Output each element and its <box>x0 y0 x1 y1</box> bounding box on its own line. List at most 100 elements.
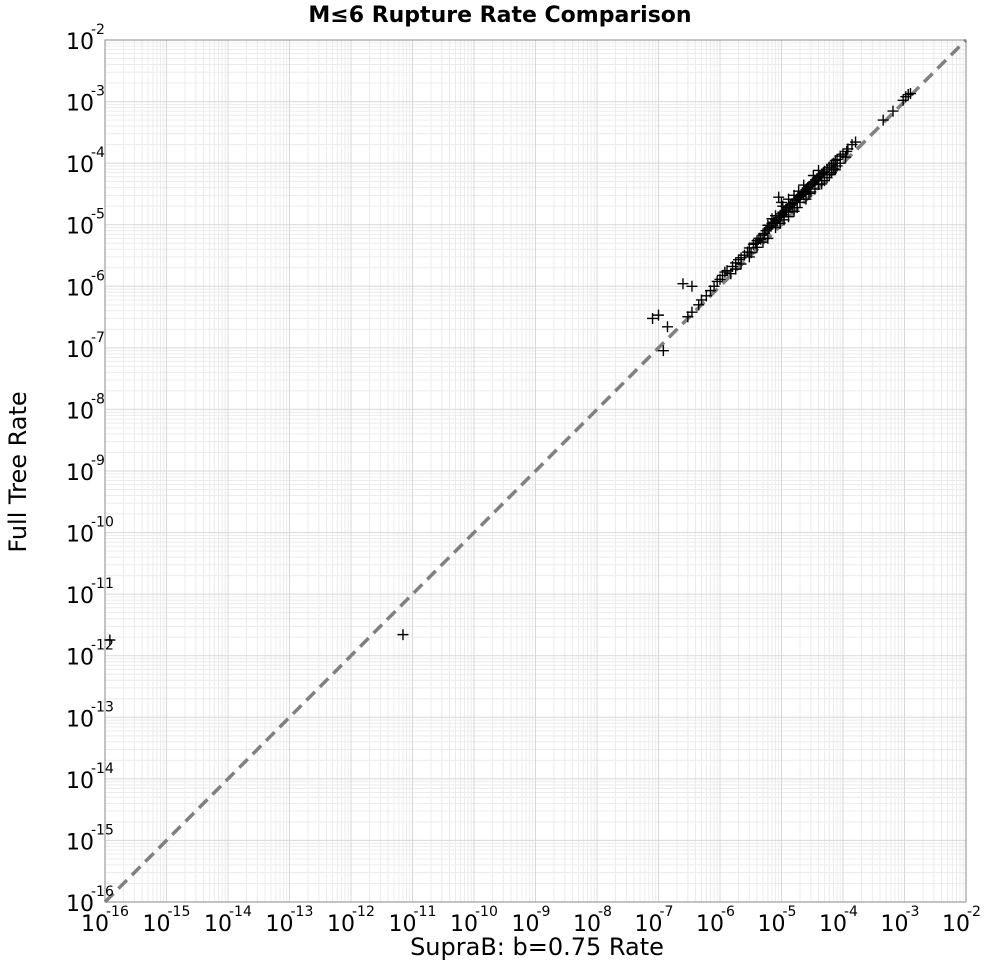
x-tick-label: 10 <box>696 912 724 937</box>
data-point <box>887 105 899 117</box>
x-tick-label: 10 <box>389 912 417 937</box>
data-point <box>793 185 805 197</box>
x-tick-label: 10 <box>266 912 294 937</box>
data-point <box>757 236 769 248</box>
y-tick-exponent: -9 <box>91 453 105 469</box>
data-point <box>762 219 774 231</box>
data-point <box>773 191 785 203</box>
x-tick-label: 10 <box>881 912 909 937</box>
data-point <box>647 312 659 324</box>
y-tick-exponent: -8 <box>91 391 105 407</box>
x-tick-exponent: -16 <box>106 904 129 920</box>
y-tick-exponent: -16 <box>91 884 114 900</box>
data-point <box>788 205 800 217</box>
data-point <box>780 206 792 218</box>
data-point <box>834 157 846 169</box>
x-tick-label: 10 <box>512 912 540 937</box>
data-point <box>693 299 705 311</box>
data-point <box>657 345 669 357</box>
data-point <box>735 258 747 270</box>
x-tick-exponent: -3 <box>906 904 920 920</box>
x-tick-label: 10 <box>573 912 601 937</box>
x-tick-exponent: -4 <box>844 904 858 920</box>
data-point <box>816 178 828 190</box>
y-tick-label: 10 <box>66 338 94 363</box>
data-point <box>840 151 852 163</box>
data-point <box>783 193 795 205</box>
y-tick-exponent: -2 <box>91 22 105 38</box>
data-point <box>877 114 889 126</box>
y-tick-label: 10 <box>66 92 94 117</box>
data-point <box>800 193 812 205</box>
x-tick-exponent: -15 <box>168 904 191 920</box>
x-tick-label: 10 <box>819 912 847 937</box>
data-point <box>829 164 841 176</box>
data-point <box>730 263 742 275</box>
x-tick-exponent: -6 <box>721 904 735 920</box>
x-tick-exponent: -14 <box>229 904 252 920</box>
x-tick-exponent: -12 <box>352 904 375 920</box>
y-tick-label: 10 <box>66 399 94 424</box>
data-point <box>778 214 790 226</box>
x-tick-exponent: -7 <box>660 904 674 920</box>
x-tick-exponent: -10 <box>475 904 498 920</box>
data-point <box>751 241 763 253</box>
y-tick-exponent: -12 <box>91 638 114 654</box>
data-point <box>803 188 815 200</box>
y-tick-exponent: -13 <box>91 699 114 715</box>
y-tick-label: 10 <box>66 153 94 178</box>
y-tick-exponent: -11 <box>91 576 114 592</box>
data-point <box>904 88 916 100</box>
data-point <box>686 280 698 292</box>
y-tick-exponent: -3 <box>91 84 105 100</box>
x-tick-label: 10 <box>143 912 171 937</box>
y-tick-exponent: -15 <box>91 822 114 838</box>
data-point <box>850 136 862 148</box>
x-tick-label: 10 <box>81 912 109 937</box>
grid <box>104 39 967 903</box>
data-point <box>711 275 723 287</box>
y-tick-label: 10 <box>66 892 94 917</box>
data-point <box>686 306 698 318</box>
data-point <box>829 155 841 167</box>
data-point <box>743 251 755 263</box>
data-points <box>104 88 916 646</box>
data-point <box>104 634 116 646</box>
x-axis-label: SupraB: b=0.75 Rate <box>410 933 664 961</box>
data-point <box>677 278 689 290</box>
y-tick-label: 10 <box>66 830 94 855</box>
y-tick-exponent: -14 <box>91 761 114 777</box>
y-tick-label: 10 <box>66 523 94 548</box>
data-point <box>397 629 409 641</box>
data-point <box>821 172 833 184</box>
x-tick-exponent: -8 <box>598 904 612 920</box>
data-point <box>798 179 810 191</box>
y-tick-exponent: -4 <box>91 145 105 161</box>
y-tick-exponent: -6 <box>91 268 105 284</box>
x-tick-exponent: -5 <box>783 904 797 920</box>
x-tick-label: 10 <box>635 912 663 937</box>
x-tick-label: 10 <box>758 912 786 937</box>
x-tick-exponent: -2 <box>967 904 981 920</box>
y-tick-exponent: -5 <box>91 207 105 223</box>
y-tick-label: 10 <box>66 646 94 671</box>
y-axis-label: Full Tree Rate <box>4 391 32 552</box>
x-tick-label: 10 <box>327 912 355 937</box>
data-point <box>841 145 853 157</box>
data-point <box>725 268 737 280</box>
x-tick-label: 10 <box>450 912 478 937</box>
y-tick-label: 10 <box>66 215 94 240</box>
x-tick-exponent: -11 <box>414 904 437 920</box>
x-tick-label: 10 <box>942 912 970 937</box>
data-point <box>770 210 782 222</box>
chart-title: M≤6 Rupture Rate Comparison <box>308 3 691 28</box>
plot-frame <box>104 39 967 903</box>
y-tick-labels: 10-1610-1510-1410-1310-1210-1110-1010-91… <box>66 22 114 917</box>
y-tick-label: 10 <box>66 276 94 301</box>
data-point <box>719 266 731 278</box>
y-tick-label: 10 <box>66 461 94 486</box>
y-tick-exponent: -10 <box>91 515 114 531</box>
y-tick-label: 10 <box>66 769 94 794</box>
y-tick-exponent: -7 <box>91 330 105 346</box>
